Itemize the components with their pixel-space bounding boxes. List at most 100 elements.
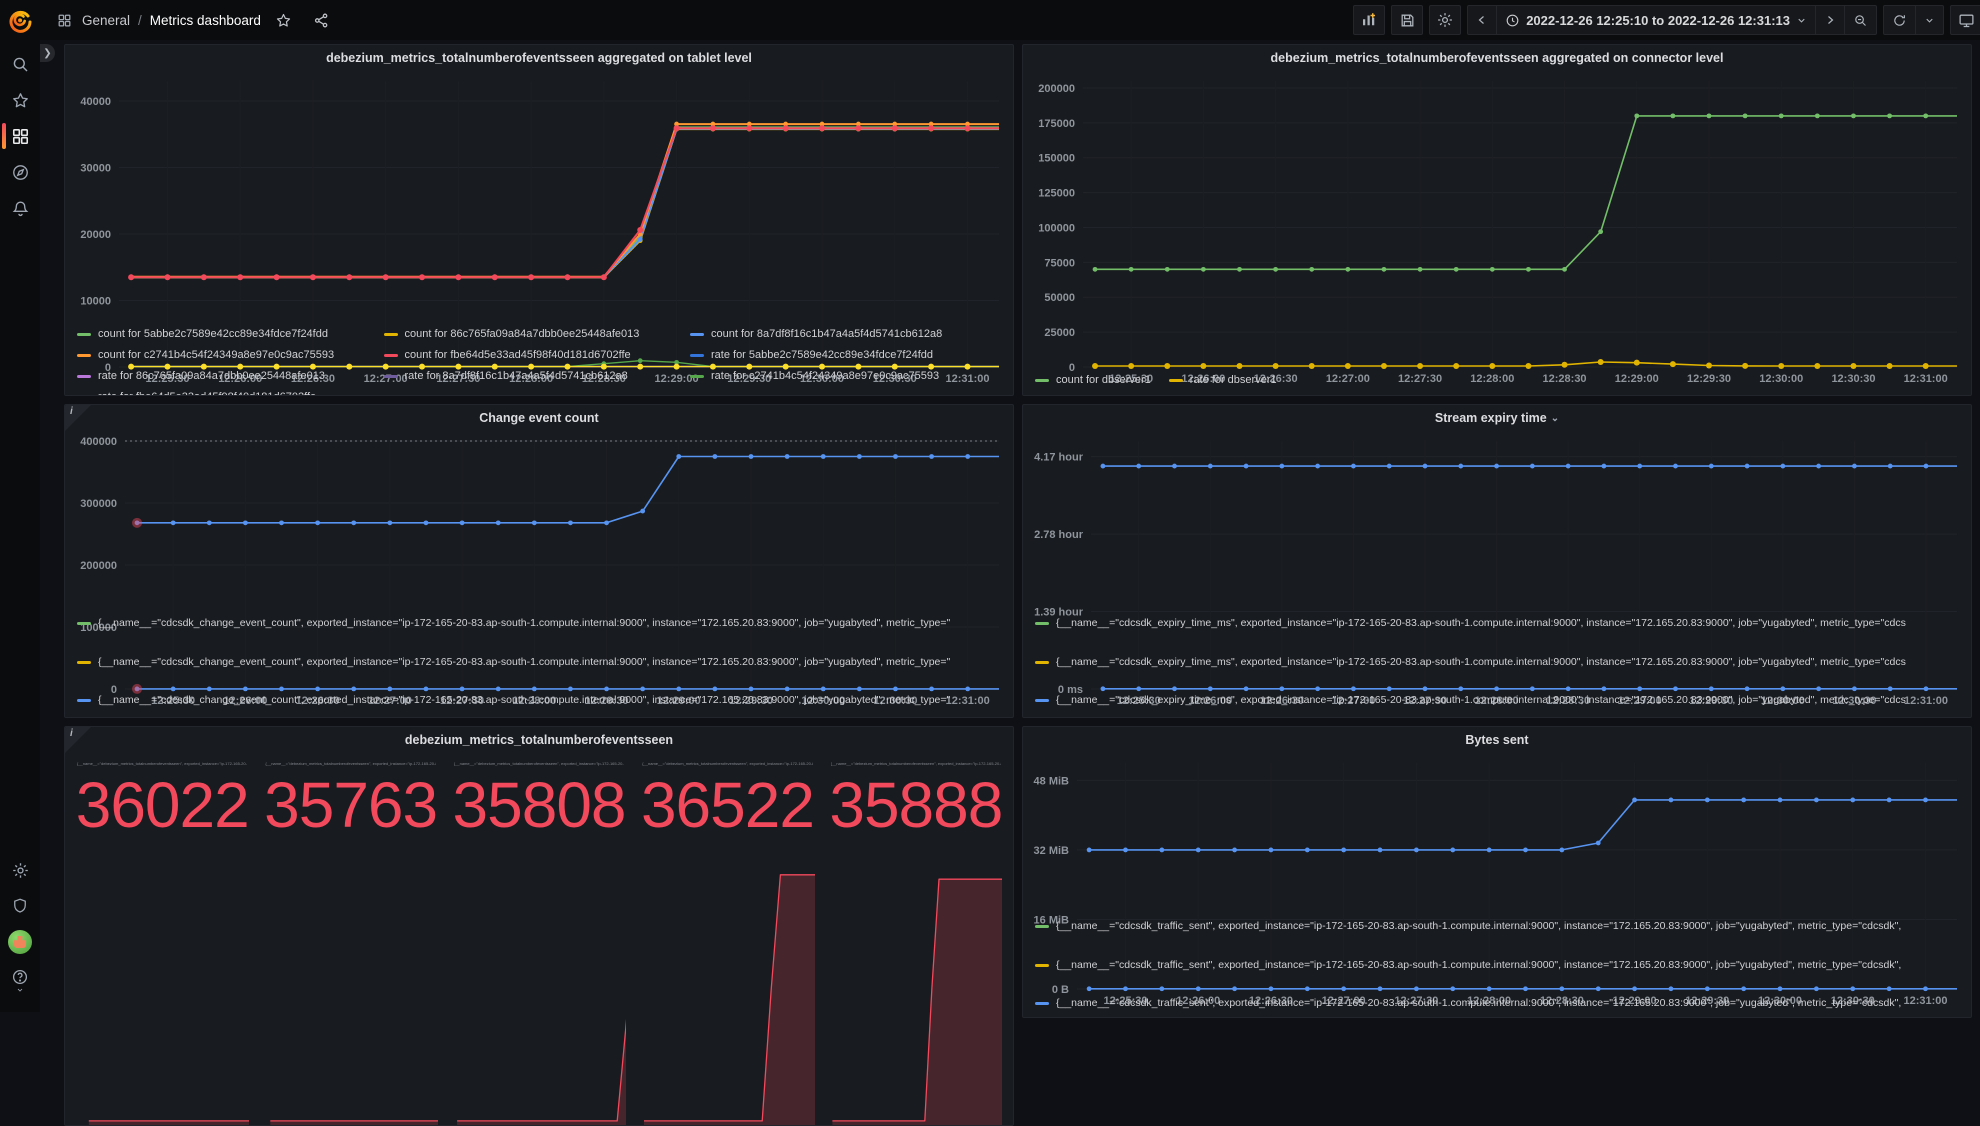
legend-item[interactable]: {__name__="cdcsdk_traffic_sent", exporte… [1035,993,1961,1014]
legend-label: {__name__="cdcsdk_traffic_sent", exporte… [1056,993,1901,1014]
refresh-button[interactable] [1884,6,1916,34]
legend-item[interactable]: rate for 8a7df8f16c1b47a4a5f4d5741cb612a… [384,366,691,386]
legend-item[interactable]: count for c2741b4c54f24349a8e97e0c9ac755… [77,345,384,365]
sidebar-item-explore[interactable] [0,154,40,190]
legend-item[interactable]: {__name__="cdcsdk_expiry_time_ms", expor… [1035,652,1961,673]
stat-tile[interactable]: {__name__="debezium_metrics_totalnumbero… [263,757,437,1125]
legend-item[interactable]: {__name__="cdcsdk_traffic_sent", exporte… [1035,916,1961,937]
dashboard-settings-button[interactable] [1429,5,1461,35]
change-event-count-chart[interactable]: 010000020000030000040000012:25:3012:26:0… [69,433,1007,611]
bytes-sent-chart[interactable]: 0 B16 MiB32 MiB48 MiB12:25:3012:26:0012:… [1027,755,1965,914]
sidebar-item-profile[interactable] [0,924,40,960]
panel-bytes-sent: Bytes sent 0 B16 MiB32 MiB48 MiB12:25:30… [1022,726,1972,1018]
time-shift-back-button[interactable] [1468,6,1497,34]
stat-tile[interactable]: {__name__="debezium_metrics_totalnumbero… [829,757,1003,1125]
legend-color-dash [77,622,91,625]
stat-value: 36022 [75,773,249,837]
tv-mode-button[interactable] [1950,5,1980,35]
sidebar-item-search[interactable] [0,46,40,82]
legend-item[interactable]: {__name__="cdcsdk_expiry_time_ms", expor… [1035,613,1961,634]
time-range-button[interactable]: 2022-12-26 12:25:10 to 2022-12-26 12:31:… [1497,6,1816,34]
connector-level-legend: count for dbserver1 rate for dbserver1 [1023,368,1971,395]
svg-text:200000: 200000 [80,560,117,572]
legend-item[interactable]: count for 86c765fa09a84a7dbb0ee25448afe0… [384,324,691,344]
sidebar-item-alerting[interactable] [0,190,40,226]
legend-item[interactable]: {__name__="cdcsdk_change_event_count", e… [77,652,1003,673]
save-dashboard-button[interactable] [1391,5,1423,35]
add-panel-button[interactable] [1353,5,1385,35]
compass-icon [11,163,30,182]
legend-item[interactable]: count for fbe64d5e33ad45f98f40d181d6702f… [384,345,691,365]
search-icon [11,55,30,74]
legend-color-dash [1035,699,1049,702]
panel-stream-expiry-time: Stream expiry time ⌄ 0 ms1.39 hour2.78 h… [1022,404,1972,718]
svg-text:10000: 10000 [80,295,111,307]
sidebar-item-configuration[interactable] [0,852,40,888]
dashboard-grid: debezium_metrics_totalnumberofeventsseen… [40,40,1980,1012]
legend-label: rate for 5abbe2c7589e42cc89e34fdce7f24fd… [711,345,933,365]
panel-tablet-level: debezium_metrics_totalnumberofeventsseen… [64,44,1014,396]
stat-sparkline [76,849,248,1125]
legend-color-dash [690,354,704,357]
legend-label: {__name__="cdcsdk_traffic_sent", exporte… [1056,955,1901,976]
panel-title[interactable]: debezium_metrics_totalnumberofeventsseen [65,727,1013,753]
svg-text:400000: 400000 [80,436,117,448]
svg-text:175000: 175000 [1038,118,1075,130]
panel-menu-caret-icon[interactable]: ⌄ [1551,413,1559,424]
legend-item[interactable]: rate for fbe64d5e33ad45f98f40d181d6702ff… [77,387,384,395]
refresh-group [1883,5,1944,35]
stat-tile[interactable]: {__name__="debezium_metrics_totalnumbero… [640,757,814,1125]
stat-series-micro-label: {__name__="debezium_metrics_totalnumbero… [642,761,812,766]
panel-info-icon[interactable]: i [65,727,91,753]
sidebar-item-dashboards[interactable] [0,118,40,154]
tablet-level-chart[interactable]: 01000020000300004000012:25:3012:26:0012:… [69,73,1007,322]
stat-value: 35888 [829,773,1003,837]
legend-item[interactable]: rate for c2741b4c54f24349a8e97e0c9ac7559… [690,366,997,386]
breadcrumb-dashboard-title[interactable]: Metrics dashboard [150,13,261,28]
grafana-flame-icon [7,7,33,33]
star-icon [11,91,30,110]
legend-item[interactable]: {__name__="cdcsdk_change_event_count", e… [77,690,1003,711]
dashboards-grid-icon [54,10,74,30]
legend-item[interactable]: rate for 5abbe2c7589e42cc89e34fdce7f24fd… [690,345,997,365]
refresh-interval-dropdown[interactable] [1916,6,1943,34]
stream-expiry-chart[interactable]: 0 ms1.39 hour2.78 hour4.17 hour12:25:301… [1027,433,1965,611]
panel-title[interactable]: debezium_metrics_totalnumberofeventsseen… [1023,45,1971,71]
legend-item[interactable]: {__name__="cdcsdk_traffic_sent", exporte… [1035,955,1961,976]
chevron-down-icon [15,986,25,994]
legend-item[interactable]: count for dbserver1 [1035,370,1151,390]
legend-label: {__name__="cdcsdk_traffic_sent", exporte… [1056,916,1901,937]
stat-tile[interactable]: {__name__="debezium_metrics_totalnumbero… [452,757,626,1125]
panel-title[interactable]: Change event count [65,405,1013,431]
legend-color-dash [1035,379,1049,382]
share-icon[interactable] [307,5,337,35]
legend-item[interactable]: {__name__="cdcsdk_change_event_count", e… [77,613,1003,634]
panel-title[interactable]: Stream expiry time ⌄ [1023,405,1971,431]
time-range-text: 2022-12-26 12:25:10 to 2022-12-26 12:31:… [1526,13,1790,28]
panel-title[interactable]: Bytes sent [1023,727,1971,753]
favorite-star-icon[interactable] [269,5,299,35]
stat-series-micro-label: {__name__="debezium_metrics_totalnumbero… [831,761,1001,766]
sidebar-item-help[interactable] [0,960,40,1002]
dashboards-icon [11,127,30,146]
legend-item[interactable]: rate for dbserver1 [1169,370,1277,390]
legend-item[interactable]: count for 8a7df8f16c1b47a4a5f4d5741cb612… [690,324,997,344]
legend-color-dash [384,354,398,357]
zoom-out-time-button[interactable] [1845,6,1876,34]
sidebar-item-starred[interactable] [0,82,40,118]
legend-label: {__name__="cdcsdk_expiry_time_ms", expor… [1056,690,1906,711]
legend-item[interactable]: count for 5abbe2c7589e42cc89e34fdce7f24f… [77,324,384,344]
panel-info-icon[interactable]: i [65,405,91,431]
time-shift-forward-button[interactable] [1816,6,1845,34]
panel-title[interactable]: debezium_metrics_totalnumberofeventsseen… [65,45,1013,71]
connector-level-chart[interactable]: 0250005000075000100000125000150000175000… [1027,73,1965,368]
panel-events-stat: i debezium_metrics_totalnumberofeventsse… [64,726,1014,1126]
stat-tiles[interactable]: {__name__="debezium_metrics_totalnumbero… [65,753,1013,1125]
legend-item[interactable]: rate for 86c765fa09a84a7dbb0ee25448afe01… [77,366,384,386]
breadcrumb-section[interactable]: General [82,13,130,28]
grafana-logo[interactable] [0,0,40,40]
breadcrumb: General / Metrics dashboard [54,5,337,35]
legend-item[interactable]: {__name__="cdcsdk_expiry_time_ms", expor… [1035,690,1961,711]
stat-tile[interactable]: {__name__="debezium_metrics_totalnumbero… [75,757,249,1125]
sidebar-item-server-admin[interactable] [0,888,40,924]
